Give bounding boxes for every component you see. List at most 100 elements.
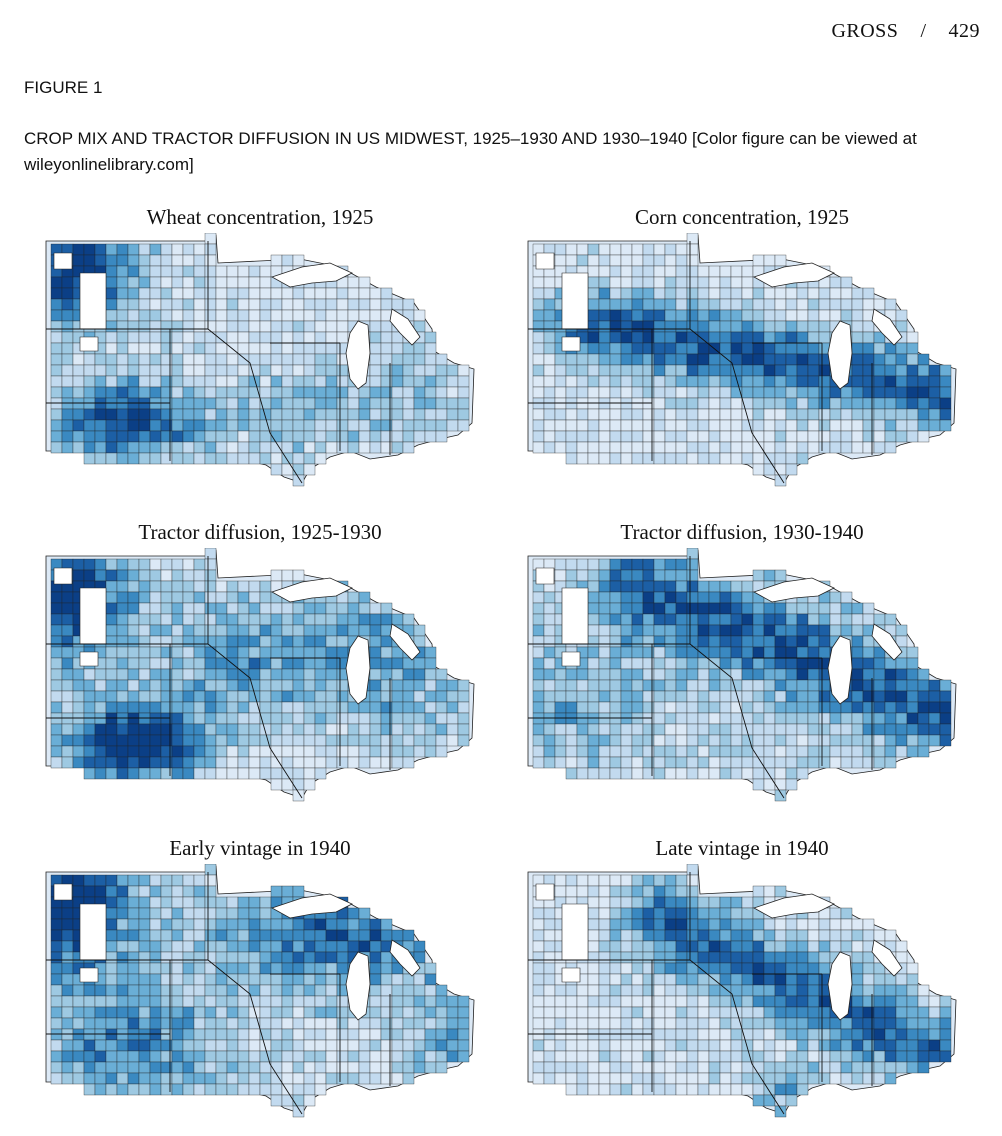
- county-cell: [631, 397, 644, 410]
- county-cell: [358, 1039, 371, 1052]
- county-cell: [402, 419, 415, 432]
- county-cell: [347, 756, 360, 769]
- county-cell: [686, 602, 699, 615]
- county-cell: [116, 679, 129, 692]
- county-cell: [884, 712, 897, 725]
- county-cell: [851, 613, 864, 626]
- county-cell: [281, 430, 294, 443]
- county-cell: [697, 918, 710, 931]
- county-cell: [598, 419, 611, 432]
- county-cell: [576, 1039, 589, 1052]
- county-cell: [193, 679, 206, 692]
- county-cell: [697, 745, 710, 758]
- county-cell: [116, 254, 129, 267]
- county-cell: [138, 1006, 151, 1019]
- county-cell: [620, 331, 633, 344]
- county-cell: [204, 364, 217, 377]
- county-cell: [259, 962, 272, 975]
- county-cell: [708, 386, 721, 399]
- county-cell: [598, 320, 611, 333]
- county-cell: [413, 430, 426, 443]
- county-cell: [774, 1039, 787, 1052]
- county-cell: [752, 984, 765, 997]
- county-cell: [587, 1028, 600, 1041]
- county-cell: [182, 929, 195, 942]
- county-cell: [884, 1072, 897, 1085]
- county-cell: [149, 408, 162, 421]
- county-cell: [138, 243, 151, 256]
- county-cell: [620, 929, 633, 942]
- county-cell: [554, 430, 567, 443]
- county-cell: [609, 569, 622, 582]
- county-cell: [182, 364, 195, 377]
- county-cell: [116, 951, 129, 964]
- county-cell: [785, 1094, 798, 1107]
- county-cell: [248, 397, 261, 410]
- county-cell: [380, 613, 393, 626]
- county-cell: [774, 973, 787, 986]
- county-cell: [435, 353, 448, 366]
- county-cell: [182, 657, 195, 670]
- county-cell: [149, 254, 162, 267]
- county-cell: [664, 668, 677, 681]
- county-cell: [554, 1072, 567, 1085]
- county-cell: [413, 375, 426, 388]
- county-cell: [796, 287, 809, 300]
- county-cell: [149, 767, 162, 780]
- county-cell: [554, 243, 567, 256]
- county-cell: [314, 940, 327, 953]
- county-cell: [94, 386, 107, 399]
- county-cell: [763, 962, 776, 975]
- county-cell: [653, 452, 666, 465]
- county-cell: [413, 984, 426, 997]
- county-cell: [347, 1039, 360, 1052]
- county-cell: [303, 364, 316, 377]
- county-cell: [752, 602, 765, 615]
- county-cell: [105, 1061, 118, 1074]
- county-cell: [906, 679, 919, 692]
- county-cell: [215, 745, 228, 758]
- county-cell: [127, 1028, 140, 1041]
- county-cell: [884, 364, 897, 377]
- no-data-area: [561, 272, 589, 330]
- county-cell: [204, 441, 217, 454]
- county-cell: [215, 298, 228, 311]
- county-cell: [730, 320, 743, 333]
- county-cell: [215, 602, 228, 615]
- county-cell: [631, 940, 644, 953]
- county-cell: [928, 1028, 941, 1041]
- county-cell: [609, 1072, 622, 1085]
- county-cell: [149, 756, 162, 769]
- county-cell: [620, 243, 633, 256]
- figure-label: FIGURE 1: [24, 78, 103, 97]
- county-cell: [543, 995, 556, 1008]
- county-cell: [457, 364, 470, 377]
- county-cell: [543, 973, 556, 986]
- county-cell: [807, 973, 820, 986]
- county-cell: [204, 896, 217, 909]
- county-cell: [609, 613, 622, 626]
- county-cell: [807, 679, 820, 692]
- county-cell: [829, 1039, 842, 1052]
- county-cell: [741, 287, 754, 300]
- county-cell: [895, 668, 908, 681]
- county-cell: [565, 1050, 578, 1063]
- county-cell: [708, 1017, 721, 1030]
- county-cell: [774, 635, 787, 648]
- county-cell: [270, 1094, 283, 1107]
- county-cell: [598, 1039, 611, 1052]
- county-cell: [917, 353, 930, 366]
- county-cell: [446, 386, 459, 399]
- county-cell: [116, 635, 129, 648]
- county-cell: [281, 734, 294, 747]
- county-cell: [105, 419, 118, 432]
- county-cell: [457, 1006, 470, 1019]
- county-cell: [829, 624, 842, 637]
- county-cell: [697, 712, 710, 725]
- county-cell: [105, 375, 118, 388]
- county-cell: [292, 1006, 305, 1019]
- county-cell: [895, 408, 908, 421]
- county-cell: [237, 962, 250, 975]
- county-cell: [818, 995, 831, 1008]
- county-cell: [774, 756, 787, 769]
